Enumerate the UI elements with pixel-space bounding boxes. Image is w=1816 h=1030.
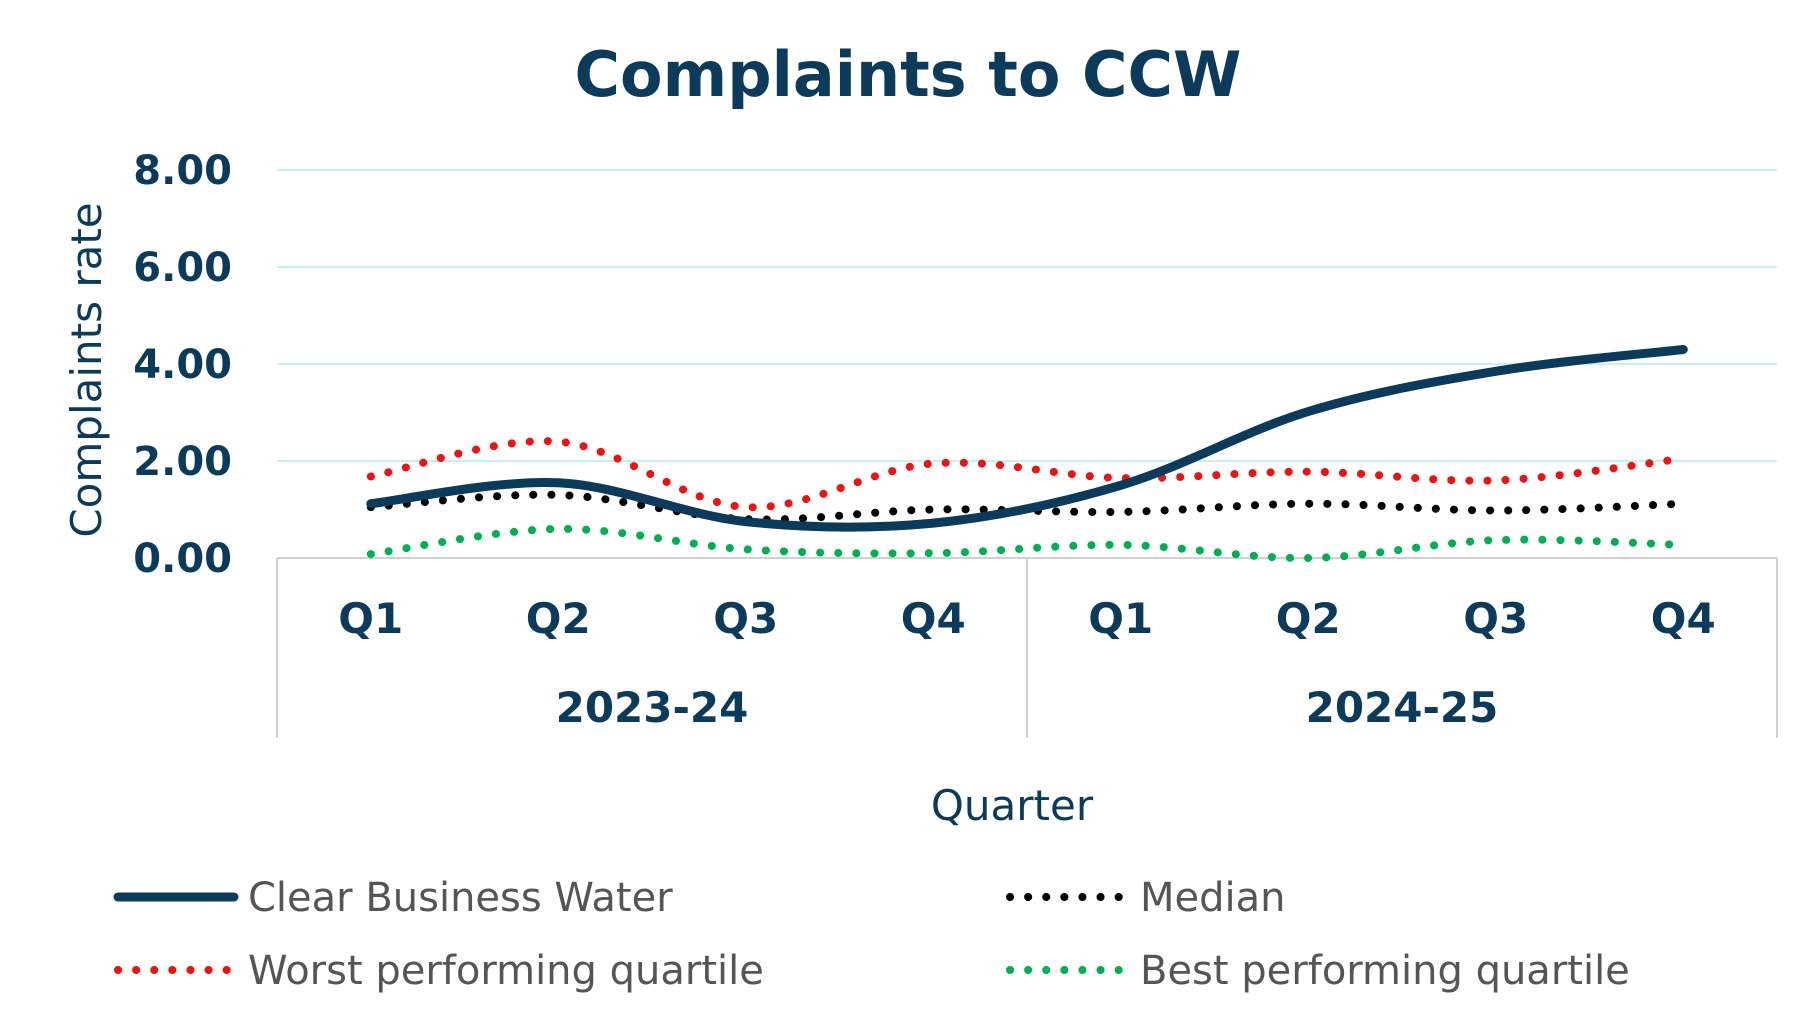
series-line-best-performing-quartile xyxy=(366,524,1688,563)
legend-item-clear-business-water: Clear Business Water xyxy=(113,875,673,921)
series-lines xyxy=(366,345,1688,563)
x-tick-label: Q2 xyxy=(526,594,591,643)
series-line-median xyxy=(366,490,1688,524)
legend: Clear Business Water Median Worst performi… xyxy=(113,875,1630,994)
grid-lines xyxy=(277,169,1777,462)
axis-frame xyxy=(276,557,1778,738)
y-tick-label: 4.00 xyxy=(133,342,232,388)
y-tick-label: 6.00 xyxy=(133,245,232,291)
x-tick-label: Q1 xyxy=(338,594,403,643)
legend-label: Clear Business Water xyxy=(248,875,673,921)
legend-item-best-performing-quartile: Best performing quartile xyxy=(1006,948,1630,994)
x-tick-label: Q4 xyxy=(1651,594,1716,643)
x-axis-label: Quarter xyxy=(931,781,1094,830)
legend-label: Best performing quartile xyxy=(1140,948,1630,994)
x-tick-label: Q3 xyxy=(1463,594,1528,643)
x-tick-label: Q4 xyxy=(901,594,966,643)
x-tick-label: Q1 xyxy=(1088,594,1153,643)
legend-item-worst-performing-quartile: Worst performing quartile xyxy=(114,948,764,994)
y-axis-ticks: 8.00 6.00 4.00 2.00 0.00 xyxy=(133,148,232,582)
chart-title: Complaints to CCW xyxy=(575,38,1242,111)
x-group-label: 2024-25 xyxy=(1306,683,1499,732)
y-tick-label: 0.00 xyxy=(133,536,232,582)
y-tick-label: 8.00 xyxy=(133,148,232,194)
series-line-clear-business-water xyxy=(366,345,1688,532)
y-tick-label: 2.00 xyxy=(133,439,232,485)
legend-label: Worst performing quartile xyxy=(248,948,764,994)
series-line-worst-performing-quartile xyxy=(366,437,1688,512)
x-group-label: 2023-24 xyxy=(556,683,749,732)
legend-label: Median xyxy=(1140,875,1286,921)
y-axis-label: Complaints rate xyxy=(62,202,111,537)
x-tick-label: Q3 xyxy=(713,594,778,643)
x-tick-label: Q2 xyxy=(1276,594,1341,643)
x-axis-groups: 2023-24 2024-25 xyxy=(556,683,1499,732)
legend-item-median: Median xyxy=(1006,875,1286,921)
x-axis-ticks: Q1 Q2 Q3 Q4 Q1 Q2 Q3 Q4 xyxy=(338,594,1715,643)
